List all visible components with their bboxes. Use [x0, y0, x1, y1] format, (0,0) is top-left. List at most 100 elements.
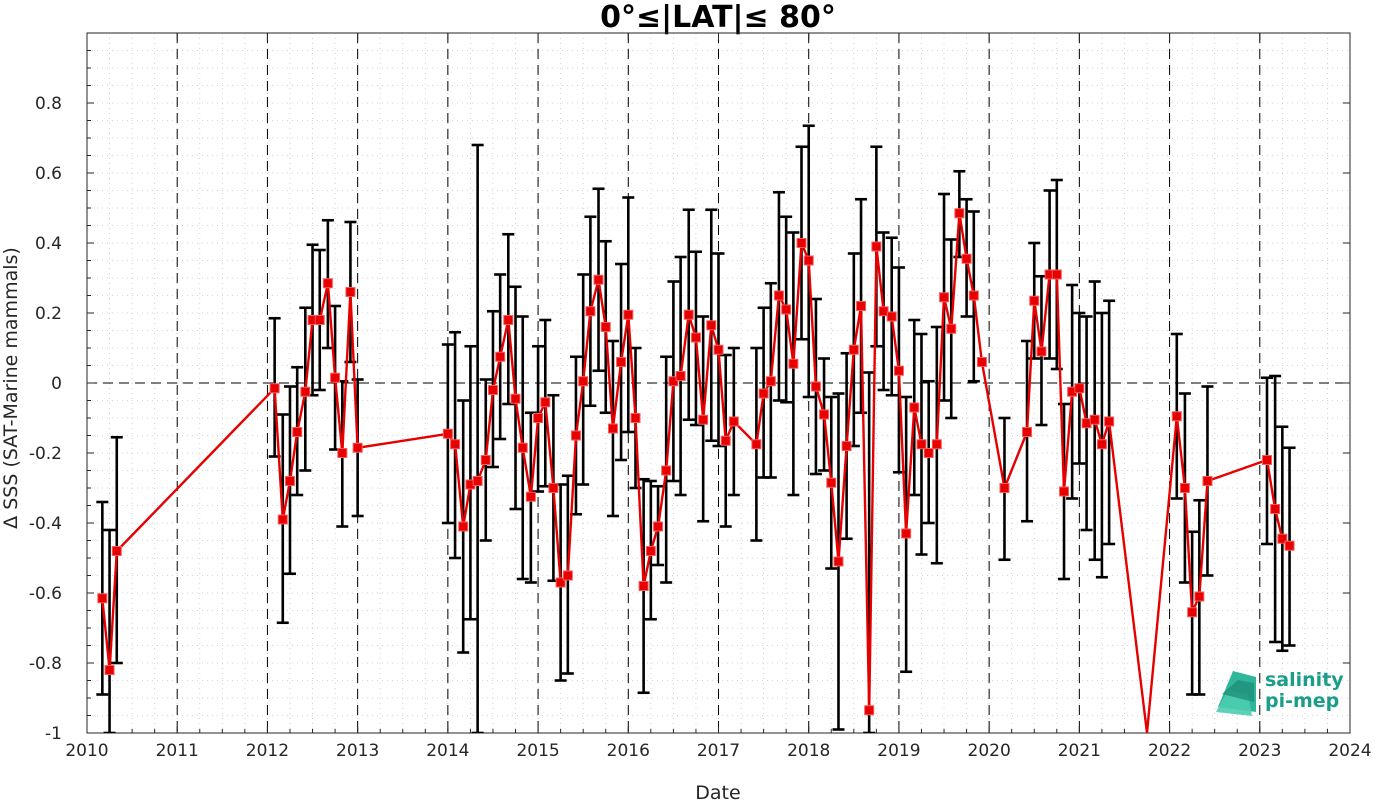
data-point-marker — [856, 301, 867, 311]
data-point-marker — [593, 274, 604, 285]
data-point-marker — [803, 255, 814, 266]
data-point-marker — [517, 442, 528, 453]
data-point-marker — [630, 413, 641, 423]
y-tick-label: 0.4 — [35, 234, 62, 254]
x-axis: 2010 2011 2012 2013 2014 2015 2016 2017 2018 2019… — [65, 33, 1372, 761]
data-point-marker — [548, 483, 559, 493]
data-point-marker — [487, 385, 498, 395]
y-tick-label: -0.6 — [29, 584, 62, 604]
x-tick-label: 2019 — [877, 741, 920, 761]
data-point-marker — [578, 376, 589, 387]
salinity-pi-mep-logo: salinity pi-mep — [1216, 669, 1344, 716]
data-point-marker — [269, 383, 280, 394]
data-point-marker — [495, 351, 506, 362]
data-point-marker — [525, 491, 536, 502]
y-tick-label: 0.2 — [35, 304, 62, 324]
data-point-marker — [788, 358, 799, 369]
data-point-marker — [1284, 540, 1295, 551]
x-tick-label: 2018 — [787, 741, 830, 761]
data-point-marker — [345, 287, 356, 297]
data-point-marker — [284, 476, 295, 486]
data-point-marker — [585, 306, 596, 317]
data-point-marker — [1270, 504, 1281, 514]
data-point-marker — [796, 238, 807, 248]
data-point-marker — [675, 371, 686, 381]
data-point-marker — [300, 386, 311, 397]
data-point-marker — [1089, 414, 1100, 425]
data-point-marker — [864, 705, 875, 716]
data-point-marker — [97, 593, 108, 604]
x-tick-label: 2011 — [156, 741, 199, 761]
data-point-marker — [616, 357, 627, 367]
data-point-marker — [1171, 411, 1182, 422]
data-point-marker — [893, 365, 904, 376]
y-axis: -1 -0.8 -0.6 -0.4 -0.2 0 0.2 0.4 0.6 0.8 — [29, 32, 1350, 744]
data-point-marker — [841, 441, 852, 451]
data-point-marker — [961, 253, 972, 264]
data-point-marker — [661, 465, 672, 476]
x-tick-label: 2022 — [1148, 741, 1191, 761]
data-point-marker — [683, 309, 694, 320]
data-point-marker — [954, 208, 965, 219]
data-point-marker — [1074, 383, 1085, 394]
data-point-marker — [939, 292, 950, 303]
x-tick-label: 2014 — [426, 741, 469, 761]
data-point-marker — [668, 376, 679, 387]
x-tick-label: 2016 — [607, 741, 650, 761]
data-point-marker — [916, 439, 927, 450]
data-point-marker — [751, 439, 762, 450]
data-point-marker — [1022, 427, 1033, 437]
data-point-marker — [322, 278, 333, 289]
data-point-marker — [819, 409, 830, 420]
data-point-marker — [330, 372, 341, 383]
y-tick-label: 0.8 — [35, 94, 62, 114]
data-point-marker — [728, 416, 739, 427]
x-tick-label: 2020 — [968, 741, 1011, 761]
data-point-marker — [645, 546, 656, 556]
data-point-marker — [999, 483, 1010, 493]
data-point-marker — [909, 402, 920, 413]
y-tick-label: -0.4 — [29, 514, 62, 534]
x-tick-label: 2015 — [516, 741, 559, 761]
logo-text-line2: pi-mep — [1265, 690, 1339, 712]
data-point-marker — [781, 304, 792, 315]
data-point-marker — [292, 427, 303, 437]
data-point-marker — [450, 439, 461, 450]
data-point-marker — [1096, 439, 1107, 450]
data-point-marker — [758, 388, 769, 399]
data-point-marker — [810, 381, 821, 392]
data-point-marker — [765, 376, 776, 387]
data-point-marker — [886, 311, 897, 322]
data-point-marker — [352, 442, 363, 453]
y-tick-label: 0.6 — [35, 164, 62, 184]
x-tick-label: 2012 — [246, 741, 289, 761]
y-tick-label: -0.8 — [29, 654, 62, 674]
data-point-marker — [1036, 346, 1047, 357]
data-point-marker — [480, 455, 491, 465]
data-point-marker — [848, 344, 859, 355]
data-point-marker — [871, 241, 882, 252]
data-point-marker — [690, 332, 701, 343]
data-point-marker — [472, 476, 483, 486]
data-point-marker — [1194, 591, 1205, 602]
data-point-marker — [277, 514, 288, 525]
data-point-marker — [1104, 416, 1115, 427]
logo-text-line1: salinity — [1265, 669, 1344, 691]
x-tick-label: 2024 — [1328, 741, 1371, 761]
data-point-marker — [931, 439, 942, 450]
data-point-marker — [968, 290, 979, 301]
data-point-marker — [1202, 476, 1213, 486]
data-point-marker — [946, 323, 957, 334]
data-point-marker — [901, 528, 912, 539]
data-point-marker — [533, 413, 544, 423]
data-point-marker — [1277, 533, 1288, 544]
data-point-marker — [540, 397, 551, 408]
data-point-marker — [1179, 483, 1190, 493]
logo-icon — [1216, 671, 1256, 716]
x-tick-label: 2023 — [1238, 741, 1281, 761]
data-point-marker — [600, 322, 611, 332]
data-point-marker — [1051, 269, 1062, 280]
data-point-marker — [826, 477, 837, 488]
data-point-marker — [442, 428, 453, 439]
